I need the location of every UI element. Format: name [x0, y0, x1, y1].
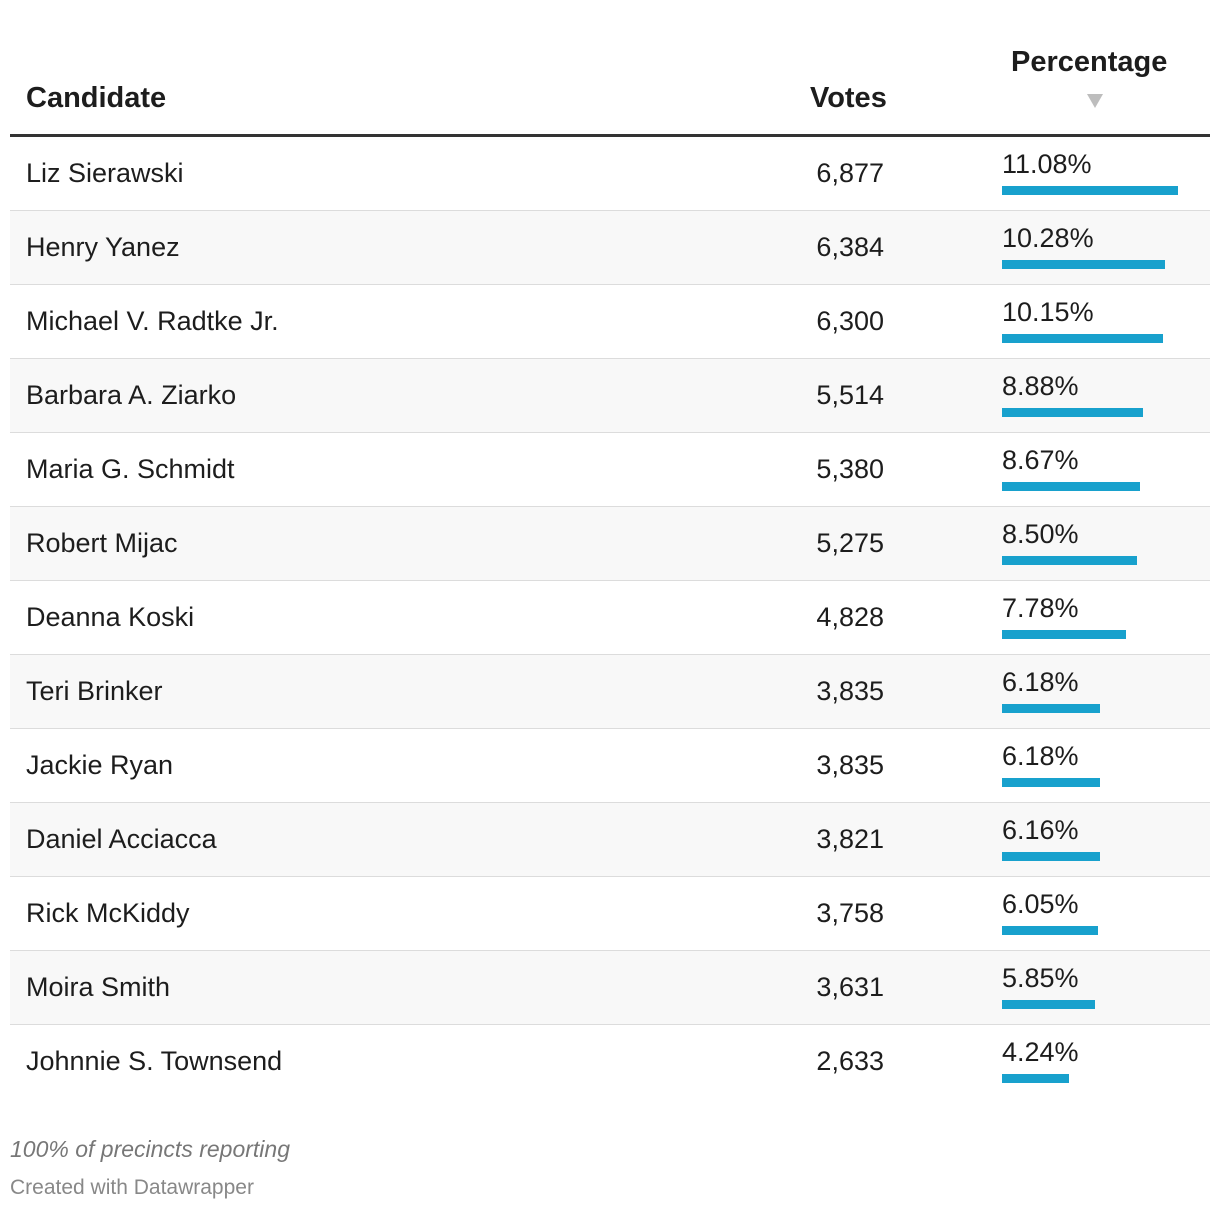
candidate-name: Jackie Ryan — [26, 750, 174, 780]
percentage-bar — [1002, 704, 1100, 713]
percentage-label: 6.18% — [1002, 741, 1079, 771]
vote-count: 3,631 — [816, 972, 884, 1002]
table-row: Rick McKiddy 3,758 6.05% — [10, 877, 1210, 951]
percentage-label: 5.85% — [1002, 963, 1079, 993]
percentage-label: 10.15% — [1002, 297, 1094, 327]
percentage-label: 8.88% — [1002, 371, 1079, 401]
vote-count: 5,380 — [816, 454, 884, 484]
vote-count: 2,633 — [816, 1046, 884, 1076]
vote-count: 6,300 — [816, 306, 884, 336]
percentage-label: 6.18% — [1002, 667, 1079, 697]
vote-count: 3,835 — [816, 676, 884, 706]
table-row: Henry Yanez 6,384 10.28% — [10, 211, 1210, 285]
percentage-bar — [1002, 1000, 1095, 1009]
table-body: Liz Sierawski 6,877 11.08% Henry Yanez 6,384… — [10, 137, 1210, 1098]
vote-count: 3,758 — [816, 898, 884, 928]
percentage-bar — [1002, 630, 1126, 639]
column-header-percentage[interactable]: Percentage — [1011, 46, 1168, 78]
candidate-name: Deanna Koski — [26, 602, 195, 632]
vote-count: 3,835 — [816, 750, 884, 780]
percentage-bar — [1002, 334, 1163, 343]
vote-count: 5,514 — [816, 380, 884, 410]
percentage-bar — [1002, 186, 1178, 195]
percentage-label: 6.05% — [1002, 889, 1079, 919]
table-row: Moira Smith 3,631 5.85% — [10, 951, 1210, 1025]
percentage-bar — [1002, 260, 1165, 269]
sort-descending-icon[interactable] — [1087, 94, 1103, 108]
table-row: Daniel Acciacca 3,821 6.16% — [10, 803, 1210, 877]
percentage-bar — [1002, 926, 1098, 935]
table-row: Johnnie S. Townsend 2,633 4.24% — [10, 1025, 1210, 1098]
percentage-label: 8.50% — [1002, 519, 1079, 549]
vote-count: 4,828 — [816, 602, 884, 632]
percentage-bar — [1002, 556, 1137, 565]
table-row: Michael V. Radtke Jr. 6,300 10.15% — [10, 285, 1210, 359]
percentage-bar — [1002, 1074, 1069, 1083]
table-row: Teri Brinker 3,835 6.18% — [10, 655, 1210, 729]
table-row: Barbara A. Ziarko 5,514 8.88% — [10, 359, 1210, 433]
results-table: Candidate Votes Percentage Liz Sierawski… — [10, 0, 1210, 1098]
table-row: Robert Mijac 5,275 8.50% — [10, 507, 1210, 581]
percentage-label: 6.16% — [1002, 815, 1079, 845]
percentage-label: 8.67% — [1002, 445, 1079, 475]
candidate-name: Teri Brinker — [26, 676, 163, 706]
table-row: Maria G. Schmidt 5,380 8.67% — [10, 433, 1210, 507]
candidate-name: Rick McKiddy — [26, 898, 190, 928]
table-row: Liz Sierawski 6,877 11.08% — [10, 137, 1210, 211]
percentage-label: 11.08% — [1002, 149, 1092, 179]
vote-count: 5,275 — [816, 528, 884, 558]
candidate-name: Liz Sierawski — [26, 158, 184, 188]
footer-notes: 100% of precincts reporting — [10, 1136, 290, 1162]
vote-count: 3,821 — [816, 824, 884, 854]
column-header-candidate[interactable]: Candidate — [26, 82, 167, 114]
candidate-name: Michael V. Radtke Jr. — [26, 306, 279, 336]
table-row: Deanna Koski 4,828 7.78% — [10, 581, 1210, 655]
candidate-name: Daniel Acciacca — [26, 824, 217, 854]
footer-credit[interactable]: Created with Datawrapper — [10, 1176, 254, 1199]
percentage-label: 4.24% — [1002, 1037, 1079, 1067]
percentage-bar — [1002, 482, 1140, 491]
candidate-name: Robert Mijac — [26, 528, 178, 558]
table-header: Candidate Votes Percentage — [10, 0, 1210, 137]
candidate-name: Barbara A. Ziarko — [26, 380, 237, 410]
percentage-label: 7.78% — [1002, 593, 1079, 623]
percentage-bar — [1002, 778, 1100, 787]
percentage-bar — [1002, 852, 1100, 861]
column-header-votes[interactable]: Votes — [810, 82, 887, 114]
percentage-label: 10.28% — [1002, 223, 1094, 253]
candidate-name: Henry Yanez — [26, 232, 180, 262]
candidate-name: Moira Smith — [26, 972, 171, 1002]
candidate-name: Maria G. Schmidt — [26, 454, 235, 484]
vote-count: 6,877 — [816, 158, 884, 188]
table-row: Jackie Ryan 3,835 6.18% — [10, 729, 1210, 803]
vote-count: 6,384 — [816, 232, 884, 262]
percentage-bar — [1002, 408, 1143, 417]
candidate-name: Johnnie S. Townsend — [26, 1046, 283, 1076]
